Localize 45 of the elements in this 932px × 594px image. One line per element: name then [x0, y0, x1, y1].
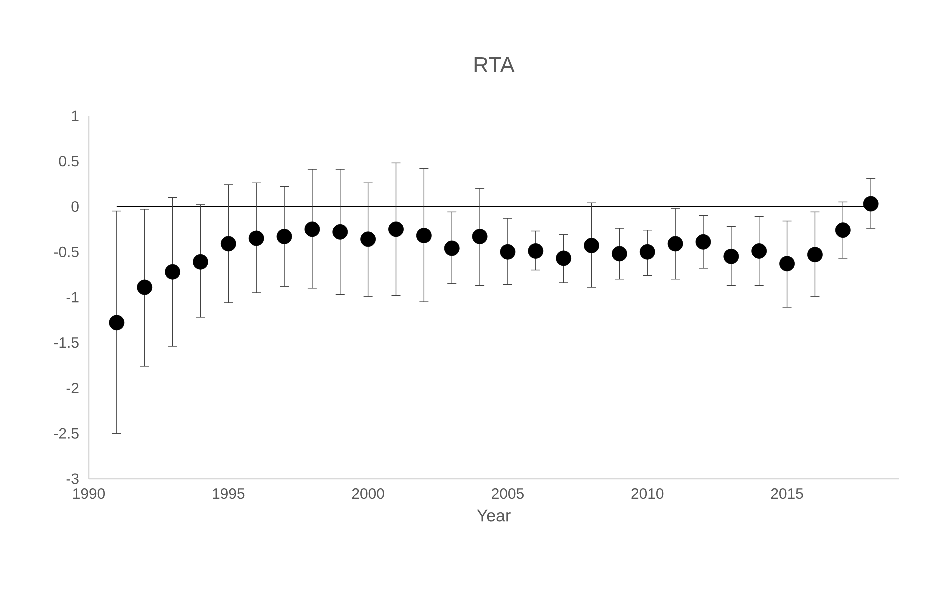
point: [220, 236, 236, 252]
x-tick-label: 2015: [771, 488, 804, 500]
point: [360, 232, 376, 248]
point: [416, 228, 432, 244]
y-tick-label: -0.5: [54, 246, 79, 258]
x-tick-label: 2000: [352, 488, 384, 500]
point: [780, 256, 795, 272]
point: [137, 280, 153, 296]
point: [388, 222, 404, 238]
chart-title: RTA: [474, 57, 515, 73]
x-axis-title: Year: [477, 510, 511, 522]
point: [304, 222, 320, 238]
y-tick-label: -2: [66, 383, 79, 394]
point: [109, 315, 125, 331]
point: [444, 240, 460, 256]
point: [640, 244, 656, 260]
point: [584, 238, 600, 254]
point: [724, 248, 740, 264]
point: [696, 234, 712, 250]
y-tick-label: 0.5: [59, 156, 79, 167]
y-tick-label: 0: [72, 201, 79, 212]
y-tick-label: -2.5: [54, 428, 79, 439]
x-tick-label: 1990: [74, 488, 106, 500]
point: [193, 254, 208, 270]
point: [612, 246, 628, 262]
x-tick-label: 2005: [492, 488, 524, 500]
y-tick-label: -1.5: [54, 338, 79, 348]
point: [332, 224, 348, 240]
y-tick-label: -3: [66, 474, 79, 484]
y-tick-label: 1: [72, 110, 79, 122]
point: [808, 247, 823, 263]
point: [863, 196, 879, 212]
point: [500, 244, 516, 260]
point: [668, 236, 684, 252]
point: [528, 244, 544, 259]
point: [472, 229, 488, 244]
point: [276, 229, 292, 244]
point: [165, 264, 180, 280]
x-tick-label: 2010: [632, 488, 664, 500]
point: [835, 222, 851, 238]
point: [248, 230, 264, 246]
y-tick-label: -1: [66, 292, 79, 303]
point: [556, 250, 572, 266]
x-tick-label: 1995: [213, 488, 245, 500]
point: [752, 244, 768, 259]
